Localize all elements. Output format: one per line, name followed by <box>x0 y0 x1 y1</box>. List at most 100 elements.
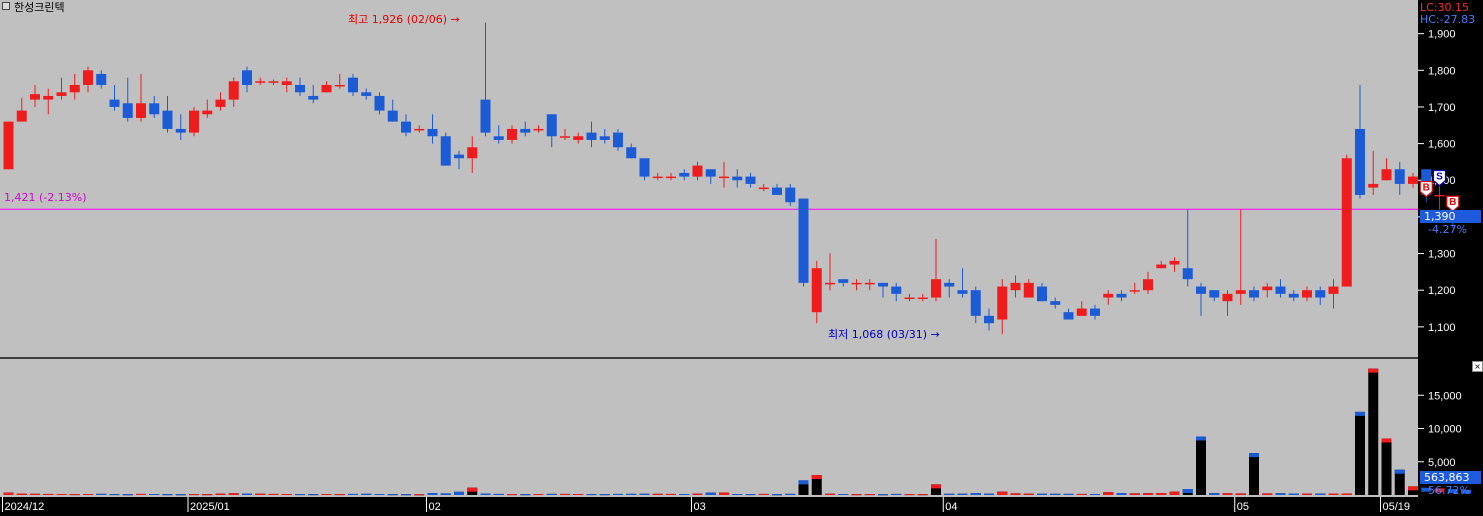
volume-bar-cap <box>586 494 597 496</box>
volume-change: 56.72% <box>1428 484 1470 497</box>
stock-name: 한성크린텍 <box>14 1 65 14</box>
candle-body <box>427 128 438 137</box>
volume-bar-cap <box>281 494 292 496</box>
candle-body <box>295 84 305 93</box>
candle-body <box>1408 176 1418 184</box>
price-tick-label: 1,800 <box>1428 65 1456 77</box>
candle-body <box>1037 286 1047 302</box>
volume-bar <box>811 475 822 495</box>
volume-bar-cap <box>83 494 93 496</box>
candle-body <box>679 172 690 177</box>
volume-bar-cap <box>374 494 385 496</box>
candle-body <box>1235 290 1246 294</box>
candle-body <box>228 81 239 100</box>
date-axis-bg <box>0 497 1483 516</box>
volume-bar-cap <box>1394 469 1405 474</box>
candle-body <box>957 290 968 294</box>
volume-bar-cap <box>3 492 14 495</box>
volume-bar <box>1196 436 1206 495</box>
price-tick-label: 1,200 <box>1428 285 1456 297</box>
volume-bar <box>1355 411 1365 495</box>
title-checkbox-icon[interactable] <box>2 2 10 10</box>
candle-body <box>970 290 981 316</box>
volume-bar-cap <box>1288 493 1299 495</box>
volume-bar-cap <box>931 484 941 489</box>
ref-line-label: 1,421 (-2.13%) <box>4 191 87 204</box>
high-annotation: 최고 1,926 (02/06) → <box>348 14 460 26</box>
volume-bar-cap <box>811 475 822 480</box>
candle-body <box>758 187 769 190</box>
volume-bar-cap <box>1182 489 1193 494</box>
volume-bar-cap <box>1050 493 1061 495</box>
volume-bar-cap <box>1116 493 1127 495</box>
candle-body <box>1249 290 1259 298</box>
volume-bar-cap <box>242 493 252 495</box>
candle-body <box>520 128 531 133</box>
candle-body <box>1355 128 1365 195</box>
volume-bar-cap <box>705 492 716 495</box>
candle-body <box>255 81 266 83</box>
volume-bar-cap <box>467 487 478 492</box>
price-tick-label: 1,300 <box>1428 249 1456 261</box>
stock-title: 한성크린텍 <box>2 2 65 14</box>
candle-body <box>1050 301 1061 305</box>
candle-body <box>83 70 93 85</box>
candle-body <box>480 99 491 133</box>
chart-marks: 1,1001,2001,3001,4001,5001,6001,7001,800… <box>0 22 1471 513</box>
candle-body <box>374 95 385 111</box>
volume-bar-cap <box>997 491 1008 495</box>
volume-bar-cap <box>785 493 796 495</box>
volume-bar-cap <box>1090 494 1100 496</box>
volume-bar-cap <box>838 494 849 496</box>
candle-body <box>1023 282 1034 298</box>
candle-body <box>1341 158 1352 287</box>
candle-body <box>30 94 40 100</box>
volume-bar-cap <box>917 494 928 496</box>
candle-body <box>639 158 650 177</box>
candle-body <box>825 282 835 285</box>
volume-bar-cap <box>1196 436 1206 441</box>
lc-indicator: LC:30.15 <box>1420 1 1470 14</box>
candle-body <box>1288 293 1299 298</box>
candle-body <box>692 165 703 177</box>
candle-body <box>785 187 796 203</box>
candle-body <box>281 81 292 85</box>
volume-bar-cap <box>162 494 173 496</box>
volume-bar-cap <box>149 494 160 496</box>
volume-bar-cap <box>825 493 835 495</box>
volume-bar-cap <box>679 494 690 496</box>
candle-body <box>493 136 504 140</box>
candle-body <box>69 84 80 93</box>
candle-body <box>1076 308 1087 316</box>
candle-body <box>122 103 133 118</box>
candle-body <box>560 136 570 138</box>
candle-body <box>666 176 676 179</box>
candle-body <box>732 176 743 181</box>
volume-bar-cap <box>268 493 279 495</box>
volume-bar-cap <box>1169 491 1180 495</box>
candle-body <box>96 73 107 85</box>
date-label: 05 <box>1237 501 1249 513</box>
candle-body <box>1169 260 1180 265</box>
date-label: 2024/12 <box>5 501 45 513</box>
candle-body <box>772 187 782 195</box>
candle-body <box>626 147 637 159</box>
volume-bar-cap <box>1249 453 1259 458</box>
volume-bar-cap <box>692 493 703 495</box>
volume-bar-cap <box>798 480 809 485</box>
volume-bar-cap <box>1156 493 1167 495</box>
volume-bar-cap <box>69 494 80 496</box>
volume-bar-cap <box>228 493 239 495</box>
volume-bar-cap <box>1341 493 1352 495</box>
candle-body <box>586 132 597 140</box>
close-icon[interactable]: × <box>1472 361 1483 372</box>
candle-body <box>268 81 279 83</box>
candle-body <box>1328 286 1339 294</box>
volume-bar <box>1394 469 1405 495</box>
buy-marker <box>1419 180 1433 198</box>
candle-body <box>1103 293 1114 298</box>
candle-body <box>109 99 120 107</box>
candle-body <box>917 297 928 300</box>
volume-bar <box>1368 368 1379 495</box>
